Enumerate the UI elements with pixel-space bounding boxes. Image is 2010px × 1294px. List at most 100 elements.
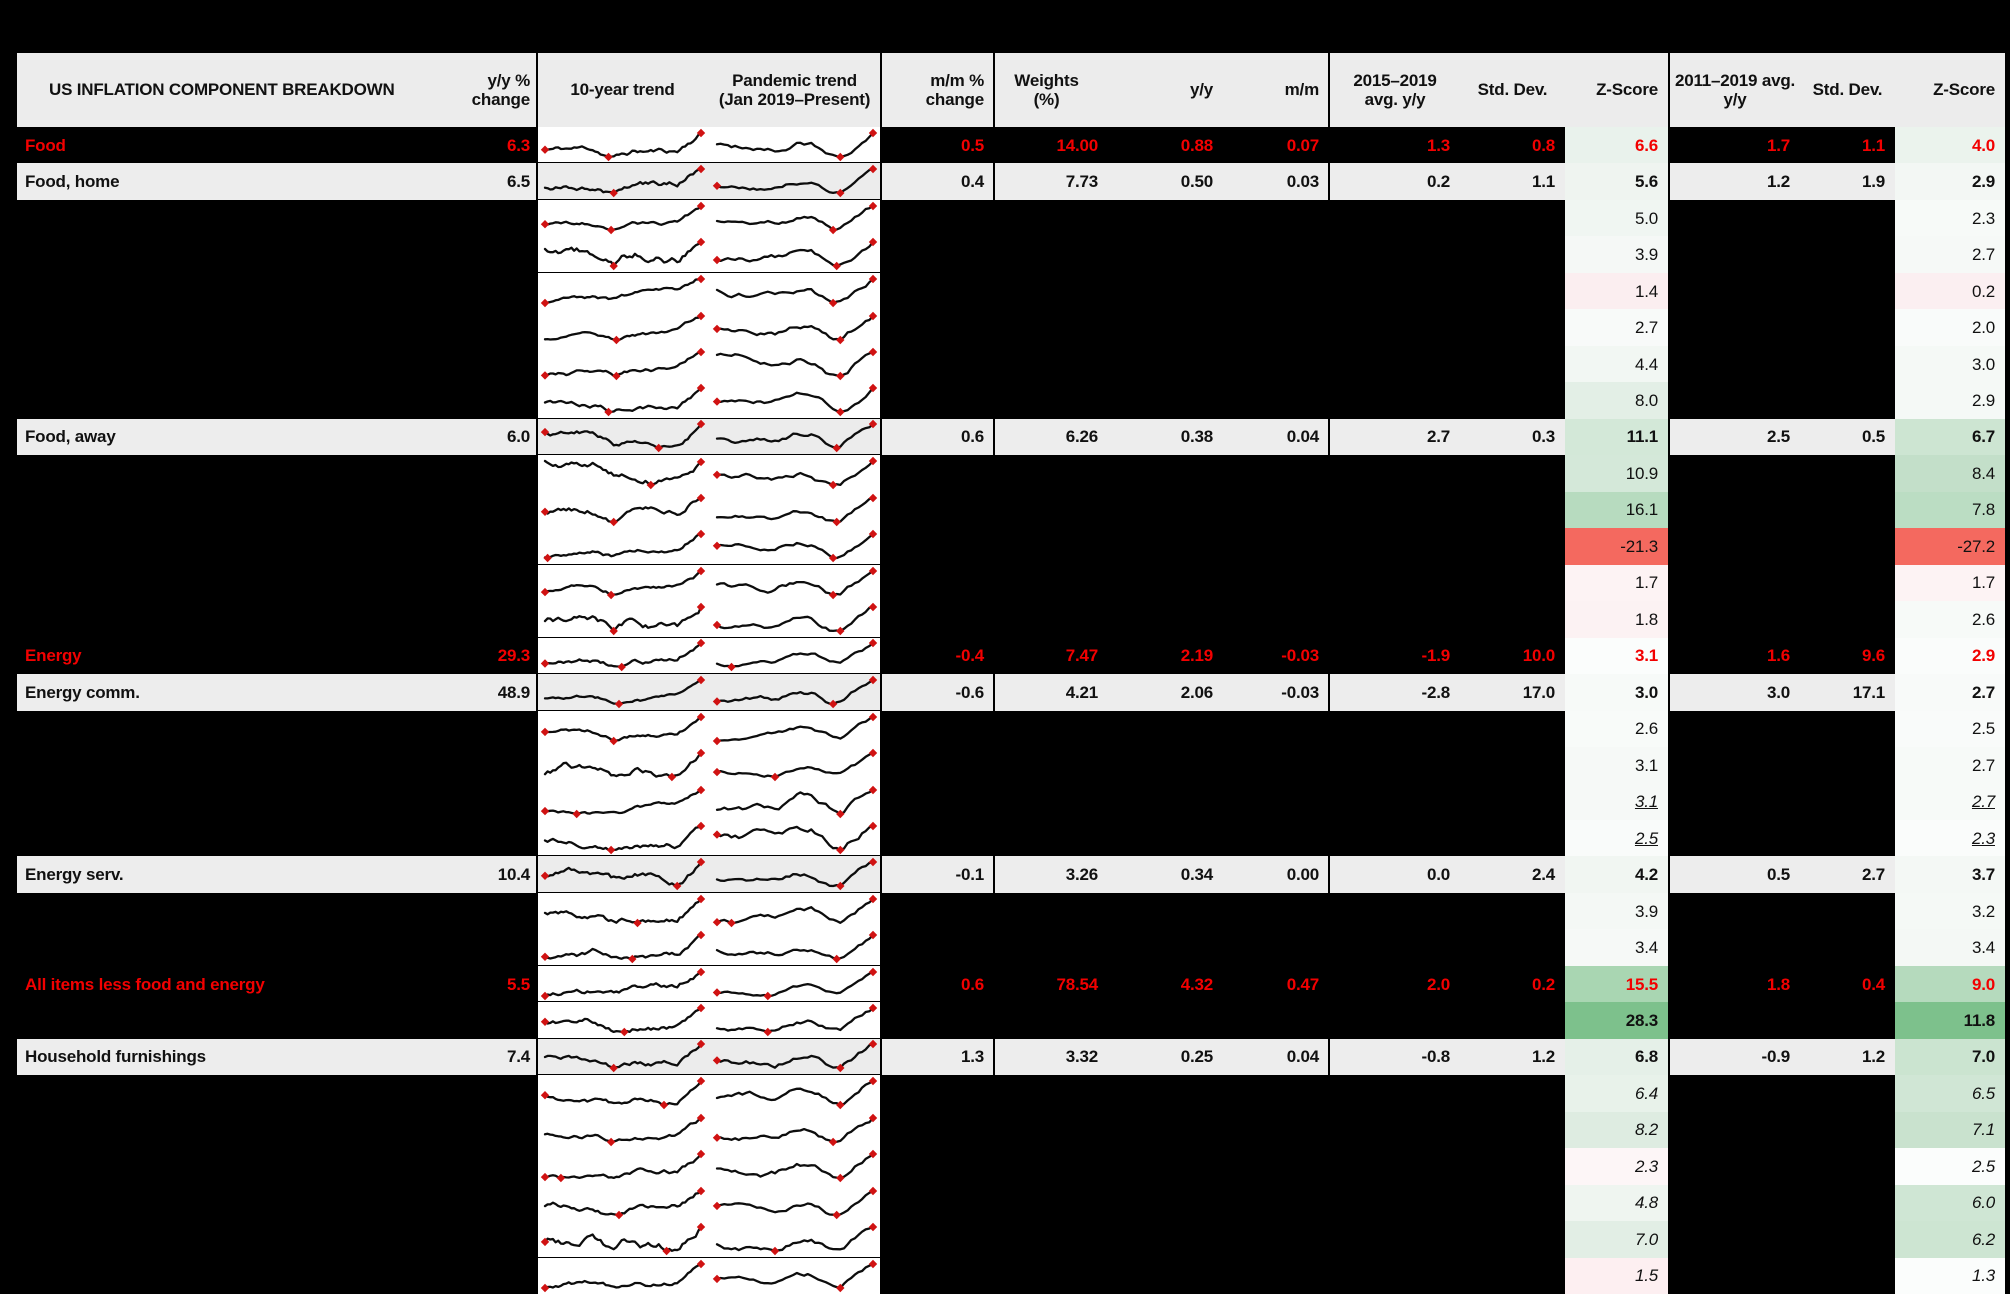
- avg-2015-2019-value-cell: [1330, 1185, 1460, 1221]
- avg-2015-2019-value-cell: -0.8: [1330, 1038, 1460, 1076]
- sparkline-10yr: [543, 1186, 706, 1220]
- mm-change-value-cell: 0.6: [882, 418, 995, 456]
- z-score-2-cell: 2.5: [1895, 1148, 2005, 1185]
- mm-value-cell: [1225, 455, 1330, 492]
- header-yy: y/y: [1110, 53, 1225, 127]
- avg-2011-2019-value: 0.5: [1766, 865, 1790, 885]
- row-label-cell: Household furnishings 7.4: [17, 1038, 538, 1076]
- std-dev-1-value-cell: [1460, 747, 1565, 783]
- weights-value-cell: 7.73: [995, 163, 1110, 200]
- avg-2015-2019-value-cell: [1330, 382, 1460, 418]
- z-score-1-cell: 2.5: [1565, 819, 1670, 857]
- weights-value-cell: 3.32: [995, 1038, 1110, 1076]
- weights-value: 3.26: [1065, 865, 1098, 885]
- row-label: Energy comm.: [25, 682, 140, 702]
- z-score-1-cell: 2.6: [1565, 710, 1670, 747]
- yy-value-cell: [1110, 346, 1225, 382]
- yy-value-cell: [1110, 455, 1225, 491]
- z-score-2-cell: 2.0: [1895, 309, 2005, 346]
- z-score-1-cell: 2.7: [1565, 309, 1670, 346]
- yy-change-value: 6.0: [506, 427, 530, 447]
- std-dev-1-value-cell: [1460, 455, 1565, 491]
- weights-value-cell: 7.47: [995, 638, 1110, 674]
- z-score-1-value: 6.4: [1634, 1083, 1658, 1103]
- z-score-1-cell: 5.0: [1565, 199, 1670, 237]
- sparkline-10yr: [543, 311, 706, 344]
- mm-value-cell: [1225, 199, 1330, 237]
- avg-2015-2019-value-cell: 0.2: [1330, 163, 1460, 200]
- std-dev-2-value-cell: [1800, 747, 1895, 783]
- trend-sparklines-cell: [538, 783, 882, 820]
- header-z-score-1: Z-Score: [1565, 53, 1670, 127]
- sparkline-10yr: [540, 1222, 706, 1255]
- z-score-2-cell: 1.3: [1895, 1257, 2005, 1294]
- z-score-2-value: 3.4: [1971, 938, 1995, 958]
- z-score-2-cell: 2.7: [1895, 783, 2005, 820]
- row-label-cell: Energy 29.3: [17, 637, 538, 675]
- std-dev-2-value-cell: [1800, 200, 1895, 236]
- yy-value: 2.19: [1180, 646, 1213, 666]
- table-row: 3.1 2.7: [17, 746, 2005, 784]
- avg-2011-2019-value-cell: [1670, 711, 1800, 747]
- z-score-2-value: 2.3: [1971, 828, 1995, 848]
- z-score-2-value: 11.8: [1963, 1010, 1996, 1030]
- avg-2011-2019-value-cell: [1670, 200, 1800, 236]
- weights-value-cell: [995, 1148, 1110, 1184]
- avg-2015-2019-value-cell: [1330, 565, 1460, 601]
- std-dev-2-value-cell: [1800, 236, 1895, 272]
- sparkline-10yr: [543, 675, 706, 708]
- avg-2015-2019-value-cell: [1330, 236, 1460, 272]
- sparkline-10yr: [540, 128, 706, 161]
- table-row: 16.1 7.8: [17, 491, 2005, 529]
- avg-2011-2019-value: 2.5: [1766, 427, 1790, 447]
- std-dev-1-value-cell: [1460, 1002, 1565, 1038]
- std-dev-1-value-cell: 17.0: [1460, 674, 1565, 711]
- row-label-cell: [17, 1184, 538, 1222]
- weights-value-cell: [995, 1221, 1110, 1257]
- std-dev-1-value-cell: [1460, 273, 1565, 309]
- std-dev-2-value-cell: 1.2: [1800, 1038, 1895, 1076]
- std-dev-1-value: 1.2: [1531, 1047, 1555, 1067]
- mm-change-value-cell: 0.6: [882, 965, 995, 1003]
- mm-change-value-cell: [882, 1075, 995, 1112]
- trend-sparklines-cell: [538, 418, 882, 456]
- yy-value-cell: 2.19: [1110, 638, 1225, 674]
- sparkline-10yr: [543, 602, 706, 636]
- sparkline-10yr: [540, 420, 706, 453]
- std-dev-1-value-cell: [1460, 236, 1565, 272]
- row-label-cell: Food, home 6.5: [17, 163, 538, 200]
- table-row: Energy 29.3 -0.4 7.47 2.19 -0.03 -1.9 10.0 3.1 1.…: [17, 637, 2005, 675]
- table-row: Energy serv. 10.4 -0.1 3.26 0.34 0.00 0.0 2.4 4.…: [17, 856, 2005, 893]
- z-score-2-cell: 8.4: [1895, 455, 2005, 492]
- sparkline-pandemic: [712, 675, 878, 708]
- avg-2011-2019-value-cell: 0.5: [1670, 856, 1800, 893]
- weights-value-cell: [995, 1002, 1110, 1038]
- avg-2015-2019-value-cell: [1330, 455, 1460, 491]
- std-dev-1-value-cell: [1460, 492, 1565, 528]
- sparkline-pandemic: [712, 894, 878, 928]
- sparkline-10yr: [543, 1113, 706, 1147]
- row-label-cell: [17, 345, 538, 383]
- weights-value-cell: [995, 601, 1110, 637]
- sparkline-pandemic: [712, 237, 878, 271]
- z-score-2-cell: 6.5: [1895, 1075, 2005, 1112]
- table-row: 1.5 1.3: [17, 1257, 2005, 1294]
- row-label-cell: All items less food and energy 5.5: [17, 965, 538, 1003]
- std-dev-2-value: 0.5: [1861, 427, 1885, 447]
- z-score-2-value: 1.3: [1971, 1266, 1995, 1286]
- row-label: Energy: [25, 646, 82, 666]
- std-dev-2-value-cell: 1.9: [1800, 163, 1895, 200]
- avg-2015-2019-value-cell: [1330, 783, 1460, 819]
- z-score-1-cell: 4.2: [1565, 856, 1670, 893]
- std-dev-1-value-cell: 1.2: [1460, 1038, 1565, 1076]
- mm-value-cell: [1225, 1111, 1330, 1149]
- weights-value-cell: [995, 200, 1110, 236]
- weights-value-cell: [995, 1185, 1110, 1221]
- avg-2015-2019-value: -2.8: [1421, 682, 1451, 702]
- z-score-2-value: 2.6: [1971, 609, 1995, 629]
- row-label: Food, away: [25, 427, 116, 447]
- yy-value: 2.06: [1180, 682, 1213, 702]
- header-component: US INFLATION COMPONENT BREAKDOWN y/y % c…: [17, 53, 538, 127]
- z-score-2-cell: 2.7: [1895, 674, 2005, 711]
- std-dev-2-value: 1.1: [1861, 135, 1885, 155]
